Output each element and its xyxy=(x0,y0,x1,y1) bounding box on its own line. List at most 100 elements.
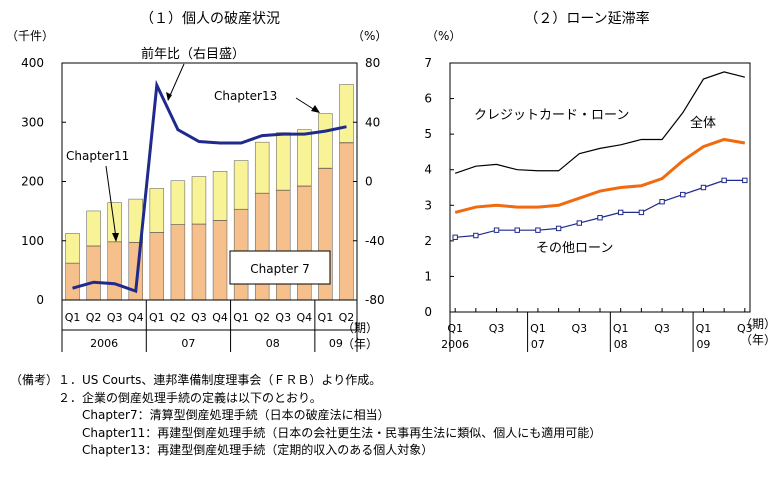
label-total: 全体 xyxy=(690,115,716,131)
chart1-xlabel: （期） xyxy=(342,321,378,335)
chart1-year-label: 08 xyxy=(266,337,280,350)
label-other: その他ローン xyxy=(536,241,613,256)
chart1-year-label: 2006 xyxy=(90,337,118,350)
notes: （備考）１．US Courts、連邦準備制度理事会（ＦＲＢ）より作成。 ２．企業… xyxy=(10,372,601,460)
series-marker-2-1 xyxy=(473,232,479,239)
series-marker-2-13 xyxy=(721,177,727,184)
chart1-xtick-label: Q4 xyxy=(296,311,312,324)
series-marker-2-5 xyxy=(555,225,562,232)
chart2-xtick-label: Q1 xyxy=(447,322,463,335)
bar-0-6 xyxy=(191,223,207,301)
bar-0-13 xyxy=(339,142,354,301)
chart2-xtick-label: Q1 xyxy=(530,322,546,335)
chart1-xlabel2: （年） xyxy=(342,337,378,351)
bar-2-6 xyxy=(191,176,207,225)
chart1-ytick-left-label: 0 xyxy=(36,293,44,307)
bar-2-5 xyxy=(170,180,186,225)
chart1-xtick-label: Q2 xyxy=(339,311,355,324)
chart2-ytick-label: 3 xyxy=(424,198,432,212)
chart1-xtick-label: Q1 xyxy=(233,311,249,324)
annotation-ch11: Chapter11 xyxy=(66,149,129,163)
series-marker-2-7 xyxy=(597,215,603,221)
chart2-year-label: 07 xyxy=(531,338,545,351)
chart1-ytick-right-label: -80 xyxy=(365,293,385,307)
chart2-year-label: 2006 xyxy=(441,338,469,351)
arrow-yoy xyxy=(167,63,185,101)
note-line: ２．企業の倒産処理手続の定義は以下のとおり。 xyxy=(10,390,322,405)
series-marker-2-4 xyxy=(535,227,541,233)
chart2-ytick-label: 4 xyxy=(424,163,432,177)
chart1-ylabel-right: （%） xyxy=(352,29,387,43)
bar-2-0 xyxy=(65,233,80,264)
bar-2-7 xyxy=(212,170,228,221)
chart2-ytick-label: 6 xyxy=(424,92,432,106)
annotation-ch13: Chapter13 xyxy=(214,89,277,103)
chart2-title: （２）ローン延滞率 xyxy=(524,10,649,27)
bar-0-1 xyxy=(86,245,101,301)
bar-0-0 xyxy=(65,263,80,301)
chart2-ytick-label: 5 xyxy=(424,127,432,141)
bankruptcy-chart: （１）個人の破産状況 （千件） （%） （期） （年） 0 100 200 300 40… xyxy=(6,11,387,352)
chart1-ytick-left-label: 300 xyxy=(21,115,44,129)
chart1-title: （１）個人の破産状況 xyxy=(140,11,280,27)
yoy-line xyxy=(72,79,347,294)
chart1-xtick-label: Q2 xyxy=(254,311,270,324)
bar-2-11 xyxy=(297,129,312,187)
series-marker-2-6 xyxy=(576,220,583,226)
note-line: Chapter13：再建型倒産処理手続（定期的収入のある個人対象） xyxy=(10,443,434,457)
chart1-xtick-label: Q4 xyxy=(212,311,228,324)
bar-2-8 xyxy=(233,160,249,210)
chart2-year-label: 09 xyxy=(696,338,710,351)
chart1-xtick-label: Q4 xyxy=(128,311,144,324)
chart2-xtick-label: Q3 xyxy=(489,322,505,335)
arrowhead-ch11 xyxy=(112,233,119,242)
chart1-ytick-right-label: 40 xyxy=(365,115,380,129)
bar-2-9 xyxy=(254,141,270,194)
chart1-year-label: 07 xyxy=(181,337,195,350)
chart2-ytick-label: 7 xyxy=(424,56,432,70)
label-creditcard: クレジットカード・ローン xyxy=(474,108,629,123)
bar-2-13 xyxy=(339,84,354,143)
series-marker-2-8 xyxy=(617,209,624,216)
chart1-xtick-label: Q3 xyxy=(107,311,123,324)
chart1-xtick-label: Q3 xyxy=(275,311,291,324)
series-marker-2-2 xyxy=(493,227,500,233)
note-line: Chapter7：清算型倒産処理手続（日本の破産法に相当） xyxy=(10,408,390,422)
chart1-ytick-left-label: 200 xyxy=(21,175,44,189)
chart1-ylabel-left: （千件） xyxy=(6,29,54,43)
chart2-xtick-label: Q1 xyxy=(613,322,629,335)
note-line: Chapter11：再建型倒産処理手続（日本の会社更生法・民事再生法に類似、個人… xyxy=(10,425,602,440)
chart2-xlabel2: （年） xyxy=(740,333,776,347)
bar-0-4 xyxy=(149,232,165,301)
chart1-ytick-right-label: -40 xyxy=(365,234,385,248)
series-marker-2-11 xyxy=(680,191,686,198)
chart1-xtick-label: Q2 xyxy=(86,311,102,324)
bar-0-2 xyxy=(107,241,122,301)
chart2-xtick-label: Q3 xyxy=(654,322,670,335)
chart2-xtick-label: Q1 xyxy=(696,322,712,335)
series-marker-2-10 xyxy=(659,199,665,205)
bar-0-7 xyxy=(212,220,228,301)
annotation-yoy: 前年比（右目盛） xyxy=(141,46,245,62)
bar-2-12 xyxy=(318,113,333,169)
delinquency-chart: （２）ローン延滞率 （%） （期） （年） 0 1 2 3 4 5 6 7 Q1 Q3 Q1 Q3 Q1… xyxy=(424,10,776,352)
chart1-xtick-label: Q1 xyxy=(65,311,81,324)
arrowhead-ch13 xyxy=(311,105,320,113)
chart1-year-label: 09 xyxy=(329,337,343,350)
chart2-ytick-label: 0 xyxy=(424,305,432,319)
chart1-ytick-left-label: 100 xyxy=(21,234,44,248)
chart2-xtick-label: Q3 xyxy=(571,322,587,335)
note-line: （備考）１．US Courts、連邦準備制度理事会（ＦＲＢ）より作成。 xyxy=(10,373,382,387)
chart2-ylabel: （%） xyxy=(426,29,461,43)
series-marker-2-12 xyxy=(700,184,707,191)
chart1-xtick-label: Q2 xyxy=(170,311,186,324)
chart1-xtick-label: Q1 xyxy=(318,311,334,324)
series-line-1 xyxy=(454,137,746,214)
chart1-xtick-label: Q3 xyxy=(191,311,207,324)
series-marker-2-14 xyxy=(742,177,748,184)
arrowhead-yoy xyxy=(166,92,172,101)
bar-2-2 xyxy=(107,202,122,243)
chart2-ytick-label: 2 xyxy=(424,234,432,248)
bar-0-5 xyxy=(170,224,186,301)
chart1-xtick-label: Q1 xyxy=(149,311,165,324)
